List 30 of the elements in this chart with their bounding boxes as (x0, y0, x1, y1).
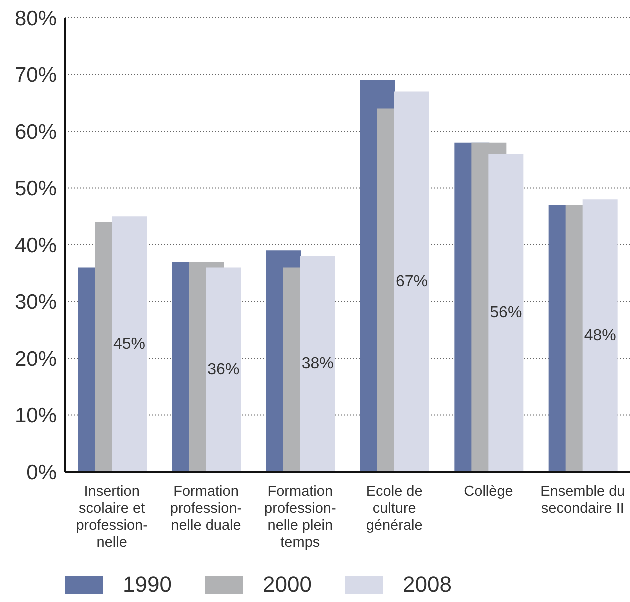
y-tick-label: 50% (14, 178, 57, 201)
data-label: 36% (208, 361, 240, 378)
bar (394, 92, 430, 472)
legend-label: 2000 (263, 572, 312, 598)
x-tick-label: Insertion scolaire et profession- nelle (76, 484, 148, 551)
x-tick-label: Ensemble du secondaire II (540, 484, 626, 517)
y-tick-label: 70% (14, 64, 57, 88)
x-tick-label: Formation profession- nelle duale (170, 484, 242, 534)
data-label: 48% (584, 327, 616, 344)
x-tick-label: Formation profession- nelle plein temps (264, 484, 336, 551)
data-label: 45% (113, 336, 146, 353)
bar (488, 154, 524, 472)
x-tick-label: Ecole de culture générale (366, 484, 423, 534)
bar (112, 216, 147, 472)
legend-label: 2008 (403, 572, 452, 598)
y-tick-label: 30% (14, 291, 57, 314)
data-label: 67% (396, 273, 428, 290)
y-tick-label: 0% (26, 461, 57, 484)
bar (582, 200, 618, 472)
y-tick-label: 80% (14, 7, 57, 30)
y-tick-label: 60% (14, 120, 57, 144)
data-label: 38% (302, 356, 334, 373)
y-tick-label: 20% (14, 348, 57, 371)
y-tick-label: 10% (14, 404, 57, 428)
y-tick-label: 40% (14, 234, 57, 258)
x-tick-label: Collège (464, 484, 514, 500)
data-label: 56% (490, 304, 522, 322)
legend-label: 1990 (123, 572, 172, 598)
bar (206, 268, 242, 472)
bar (300, 256, 336, 472)
